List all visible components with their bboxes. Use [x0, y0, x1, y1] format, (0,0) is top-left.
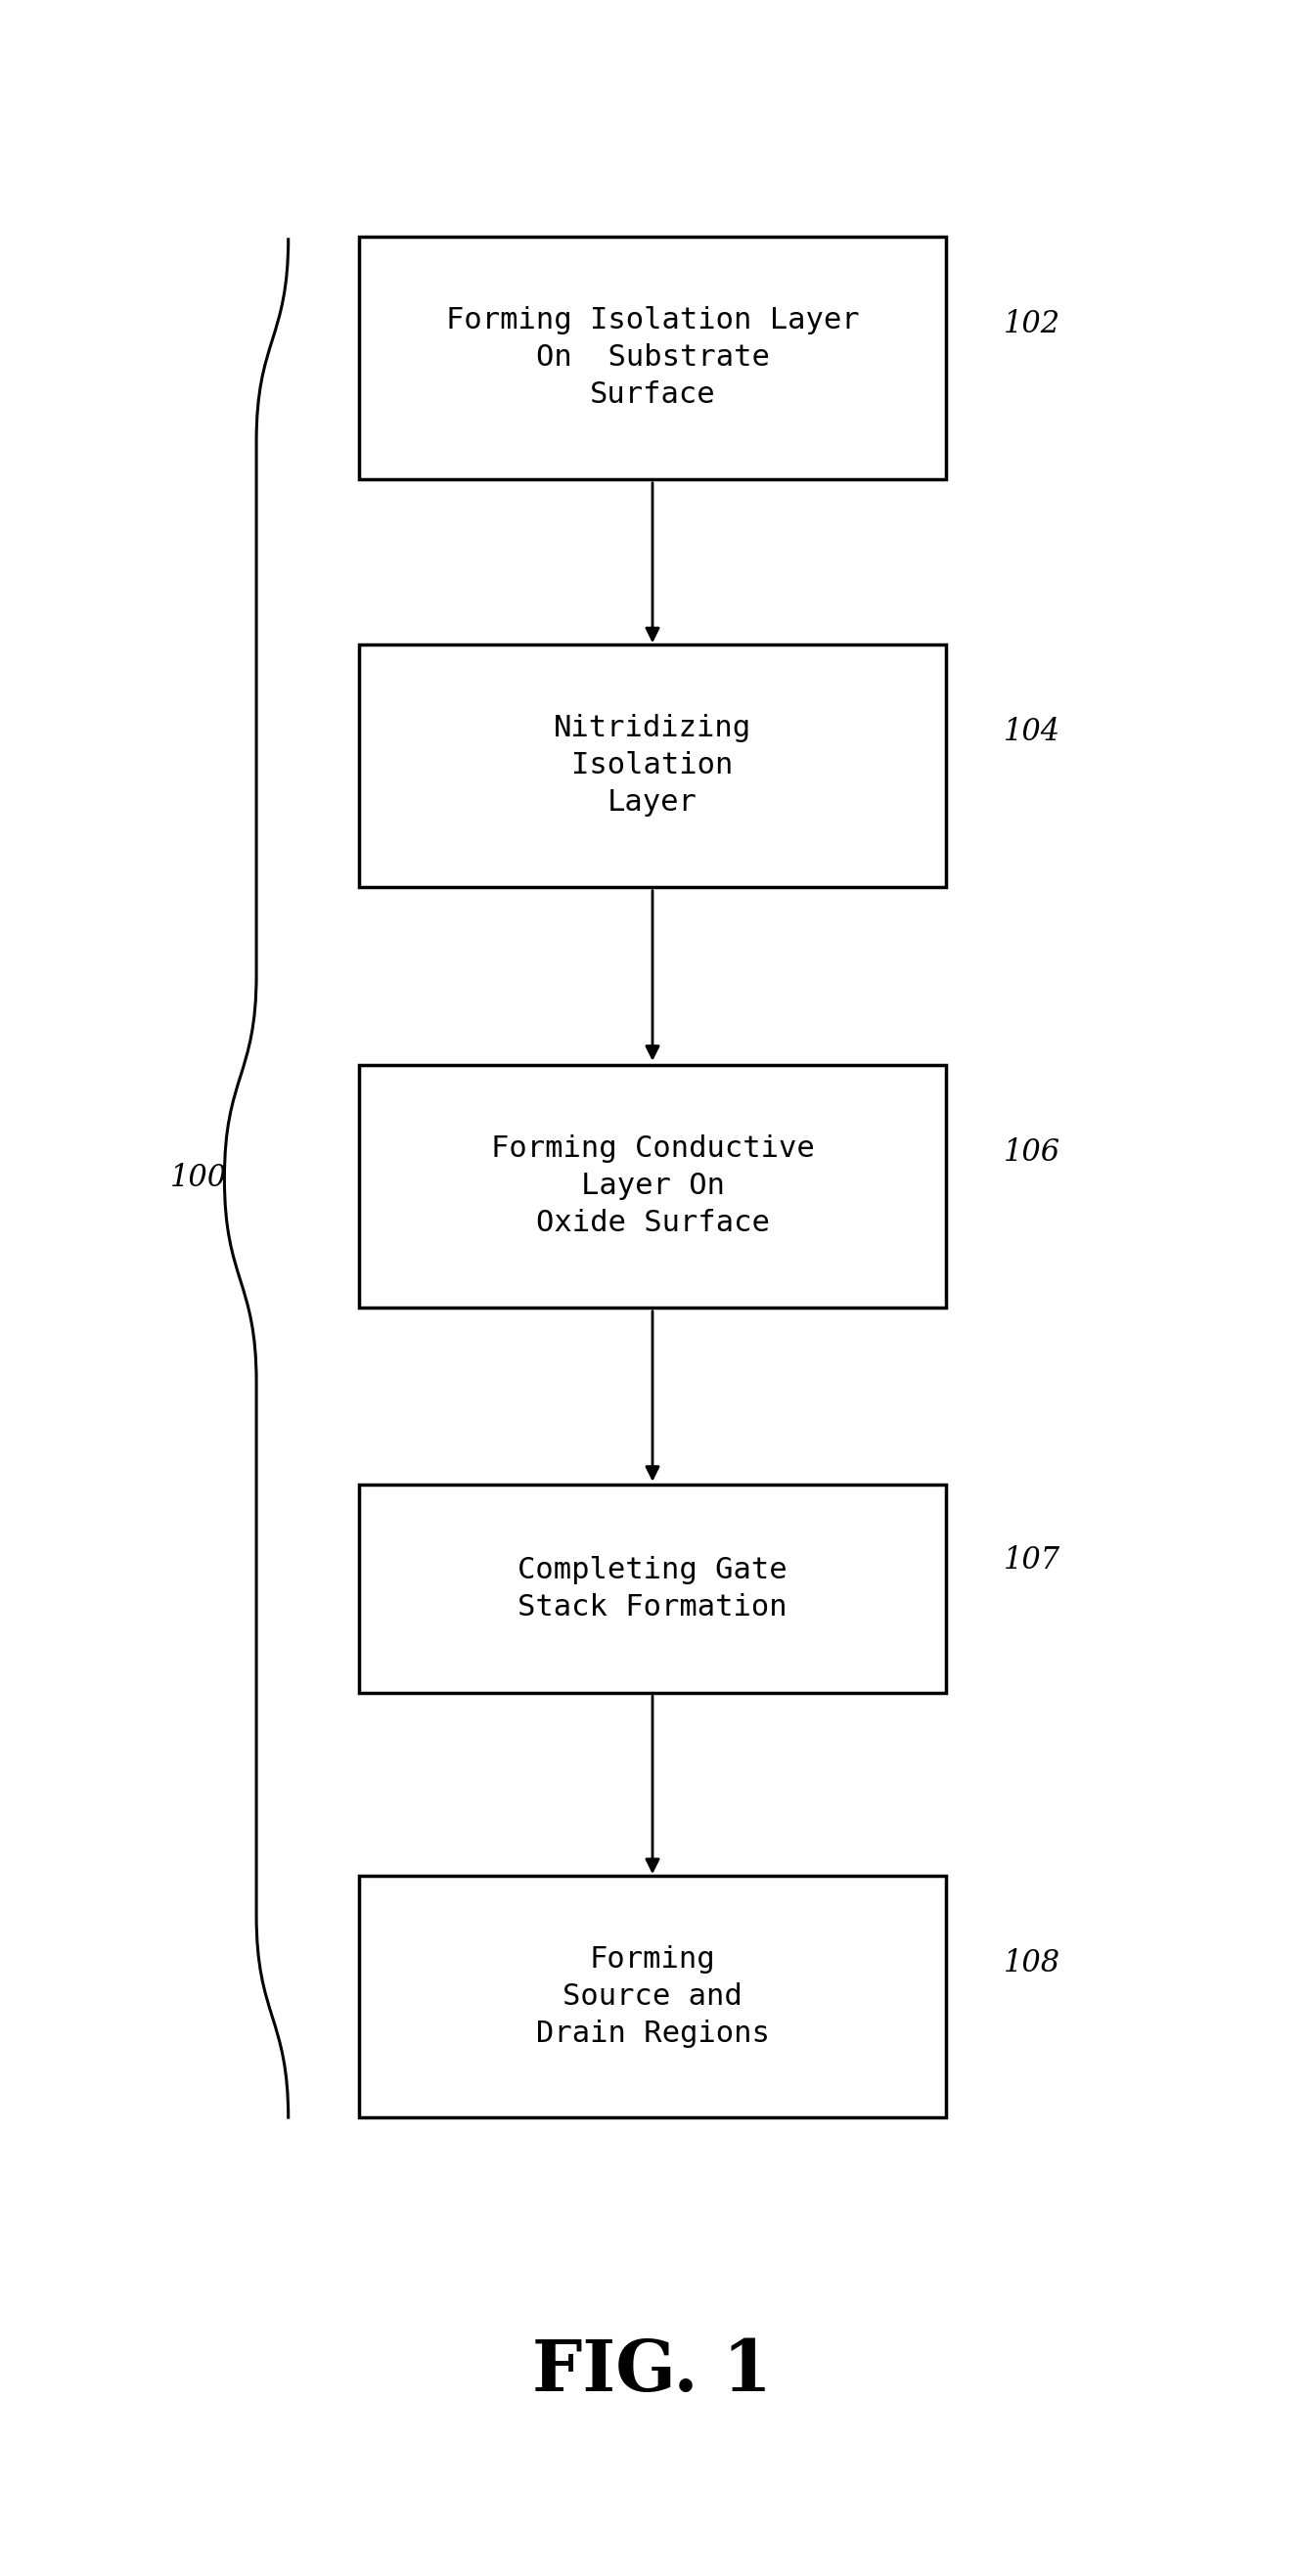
Text: Forming Conductive
Layer On
Oxide Surface: Forming Conductive Layer On Oxide Surfac… [491, 1133, 814, 1236]
Text: Forming Isolation Layer
On  Substrate
Surface: Forming Isolation Layer On Substrate Sur… [446, 307, 859, 410]
Text: Nitridizing
Isolation
Layer: Nitridizing Isolation Layer [553, 714, 752, 817]
Bar [359, 237, 946, 479]
Text: Forming
Source and
Drain Regions: Forming Source and Drain Regions [535, 1945, 770, 2048]
Text: 107: 107 [1004, 1546, 1061, 1577]
Text: Completing Gate
Stack Formation: Completing Gate Stack Formation [518, 1556, 787, 1623]
Text: 104: 104 [1004, 716, 1061, 747]
Text: 100: 100 [171, 1164, 227, 1193]
Text: 108: 108 [1004, 1947, 1061, 1978]
Bar [359, 1875, 946, 2117]
Text: 106: 106 [1004, 1139, 1061, 1167]
Text: FIG. 1: FIG. 1 [532, 2336, 773, 2406]
Bar [359, 1064, 946, 1306]
Text: 102: 102 [1004, 309, 1061, 340]
Bar [359, 1484, 946, 1692]
Bar [359, 644, 946, 886]
